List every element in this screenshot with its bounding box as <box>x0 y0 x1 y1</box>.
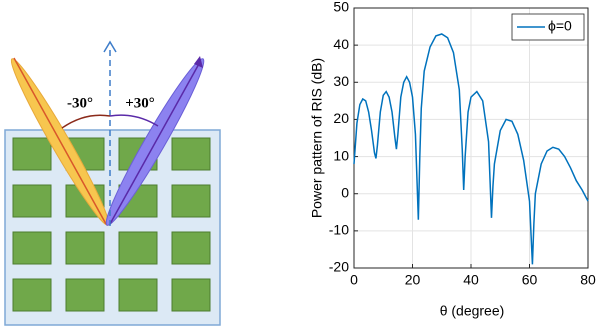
angle-label: -30° <box>67 95 93 111</box>
y-tick-label: 50 <box>333 0 349 15</box>
chart: θ (degree) Power pattern of RIS (dB) -20… <box>309 0 596 319</box>
axes-box <box>353 7 589 269</box>
y-tick-label: 40 <box>333 36 349 52</box>
reflected-arrow <box>109 61 201 225</box>
angle-arc <box>61 114 111 129</box>
x-axis-label: θ (degree) <box>440 303 505 319</box>
ris-diagram: -30° +30° <box>4 40 221 326</box>
ris-elements <box>12 137 211 312</box>
x-tick-label: 0 <box>350 272 358 288</box>
y-tick-label: -10 <box>329 222 349 238</box>
x-tick-label: 80 <box>580 272 596 288</box>
legend-label: ϕ=0 <box>548 18 572 34</box>
normal-arrow <box>103 40 117 53</box>
arrow-head <box>194 56 203 68</box>
incident-arrow <box>13 57 107 225</box>
angle-label: +30° <box>125 95 155 111</box>
x-tick-label: 60 <box>522 272 538 288</box>
x-tick-label: 20 <box>405 272 421 288</box>
y-tick-label: 20 <box>333 110 349 126</box>
x-tick-label: 40 <box>463 272 479 288</box>
y-tick-label: 10 <box>333 147 349 163</box>
y-tick-label: 30 <box>333 73 349 89</box>
y-tick-label: -20 <box>329 259 349 275</box>
y-axis-label: Power pattern of RIS (dB) <box>309 58 325 218</box>
data-line <box>353 33 589 265</box>
y-tick-label: 0 <box>341 184 349 200</box>
angle-arc <box>109 114 159 127</box>
